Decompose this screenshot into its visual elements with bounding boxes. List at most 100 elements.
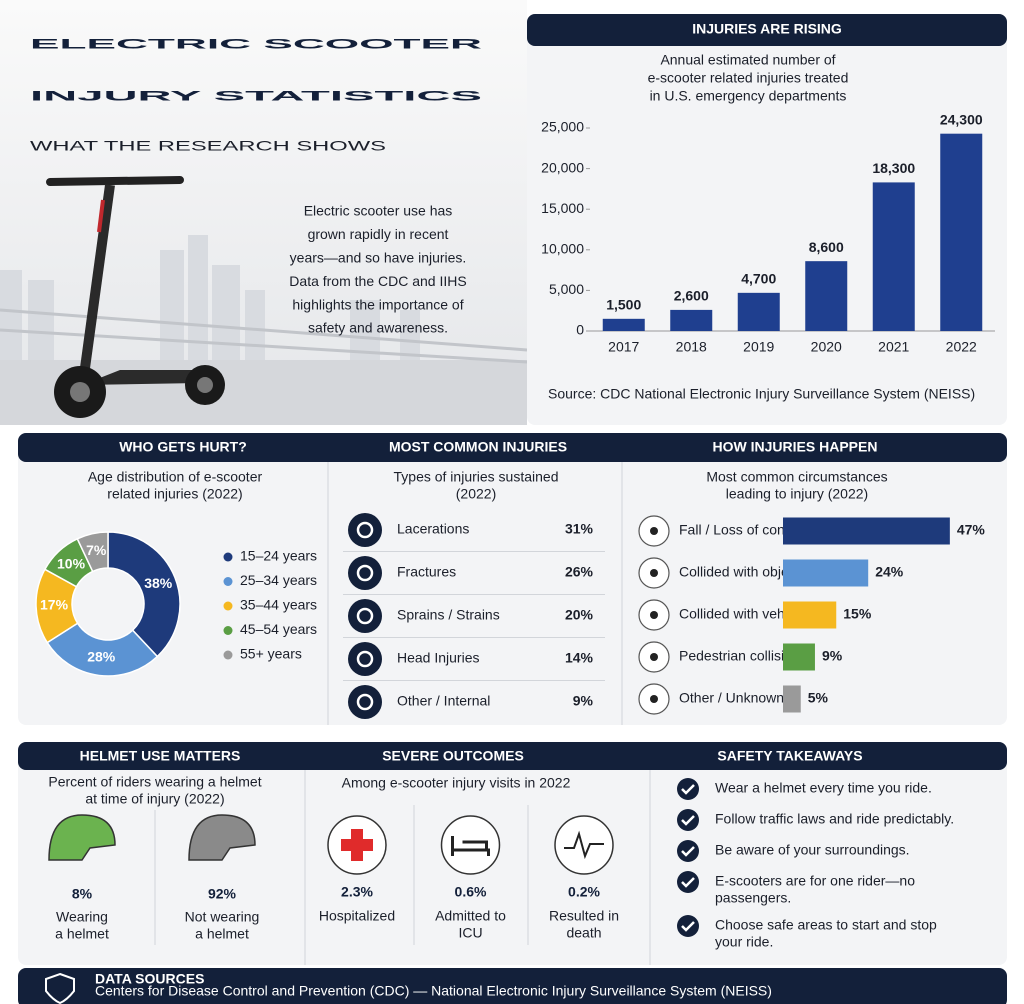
donut-slice — [107, 531, 181, 658]
y-tick-label: Fall / Loss of control — [679, 522, 804, 538]
legend-swatch — [223, 577, 233, 586]
value-label: 8,600 — [809, 239, 844, 255]
slice-label: 38% — [144, 575, 173, 591]
check-icon — [677, 915, 699, 937]
x-tick-label: 2022 — [946, 339, 977, 355]
cause-icon-glyph — [650, 611, 658, 619]
panel-title: MOST COMMON INJURIES — [389, 439, 567, 455]
injury-label: Head Injuries — [397, 650, 480, 666]
injury-icon — [348, 556, 382, 590]
intro-text: grown rapidly in recent — [308, 226, 449, 242]
donut-slice — [76, 531, 109, 573]
legend-swatch — [223, 626, 233, 635]
y-tick-label: Collided with object — [679, 564, 800, 580]
cause-icon-glyph — [650, 653, 658, 661]
section-subtitle: (2022) — [456, 486, 496, 502]
helmet-icon — [48, 814, 116, 861]
injury-label: Lacerations — [397, 521, 469, 537]
slice-label: 10% — [57, 555, 86, 571]
stat-value: 2.3% — [341, 884, 373, 900]
injury-label: Fractures — [397, 564, 456, 580]
footer — [18, 968, 1007, 1004]
bed-icon — [451, 836, 490, 856]
stat-value: 8% — [72, 886, 93, 902]
panel-header — [18, 742, 1007, 770]
panel-title: HOW INJURIES HAPPEN — [713, 439, 878, 455]
injury-value: 20% — [565, 607, 594, 623]
check-mark — [681, 846, 695, 857]
chart-subtitle: e-scooter related injuries treated — [648, 70, 849, 86]
shield-icon — [45, 972, 75, 1004]
cause-icon-glyph — [650, 527, 658, 535]
panel-title: SEVERE OUTCOMES — [382, 748, 524, 764]
injury-icon-glyph — [356, 650, 374, 668]
injury-label: Other / Internal — [397, 693, 490, 709]
section-subtitle: at time of injury (2022) — [85, 791, 224, 807]
injury-value: 31% — [565, 521, 594, 537]
bar — [783, 517, 950, 545]
outcome-icon — [554, 815, 614, 875]
source: Source: CDC National Electronic Injury S… — [548, 386, 975, 402]
x-tick-label: 2019 — [743, 339, 774, 355]
check-icon — [677, 871, 699, 893]
bar — [602, 318, 645, 331]
injury-value: 9% — [573, 693, 594, 709]
slice-label: 7% — [86, 542, 107, 558]
injury-icon-glyph — [356, 521, 374, 539]
main-title: INJURY STATISTICS — [30, 88, 482, 104]
check-icon — [677, 778, 699, 800]
city — [0, 235, 420, 360]
stat-value: 0.2% — [568, 884, 600, 900]
y-tick-label: Collided with vehicle — [679, 606, 806, 622]
panel-title: SAFETY TAKEAWAYS — [717, 748, 862, 764]
injury-icon — [348, 513, 382, 547]
stat-label: a helmet — [195, 926, 249, 942]
cross-icon — [341, 829, 373, 861]
x-tick-label: 2018 — [676, 339, 707, 355]
injury-value: 26% — [565, 564, 594, 580]
check-icon — [677, 840, 699, 862]
x-tick-label: 2017 — [608, 339, 639, 355]
bar — [783, 559, 869, 587]
y-tick-label: 10,000 — [541, 241, 584, 257]
value-label: 47% — [957, 522, 986, 538]
chart-subtitle: in U.S. emergency departments — [650, 88, 847, 104]
panel-title: INJURIES ARE RISING — [692, 21, 842, 37]
value-label: 24,300 — [940, 111, 983, 127]
stat-label: ICU — [458, 925, 482, 941]
bar — [783, 601, 837, 629]
legend-swatch — [223, 552, 233, 562]
chart-subtitle: leading to injury (2022) — [726, 486, 868, 502]
bar — [940, 133, 983, 331]
bar — [872, 182, 915, 331]
bar — [783, 643, 815, 671]
outcome-icon — [440, 815, 501, 875]
legend-swatch — [223, 650, 233, 660]
value-label: 1,500 — [606, 297, 641, 313]
legend-label: 15–24 years — [240, 548, 317, 564]
panel-title: WHO GETS HURT? — [119, 439, 247, 455]
stat-label: Wearing — [56, 909, 108, 925]
chart-subtitle: Age distribution of e-scooter — [88, 469, 263, 485]
y-tick-label: 15,000 — [541, 200, 584, 216]
chart-subtitle: related injuries (2022) — [107, 486, 242, 502]
injury-value: 14% — [565, 650, 594, 666]
helmet-icon — [188, 814, 256, 861]
legend-label: 45–54 years — [240, 621, 317, 637]
slice-label: 17% — [40, 596, 69, 612]
value-label: 4,700 — [741, 271, 776, 287]
takeaway: your ride. — [715, 934, 773, 950]
injury-icon-glyph — [356, 607, 374, 625]
legend-label: 25–34 years — [240, 572, 317, 588]
stat-value: 0.6% — [455, 884, 487, 900]
panel-header — [527, 14, 1007, 46]
pulse-icon — [564, 830, 604, 860]
takeaway: passengers. — [715, 890, 791, 906]
slice-label: 28% — [87, 648, 116, 664]
injury-label: Sprains / Strains — [397, 607, 500, 623]
check-mark — [681, 921, 695, 932]
injury-icon — [348, 599, 382, 633]
y-tick-label: 5,000 — [549, 281, 584, 297]
main-title: ELECTRIC SCOOTER — [30, 36, 482, 52]
